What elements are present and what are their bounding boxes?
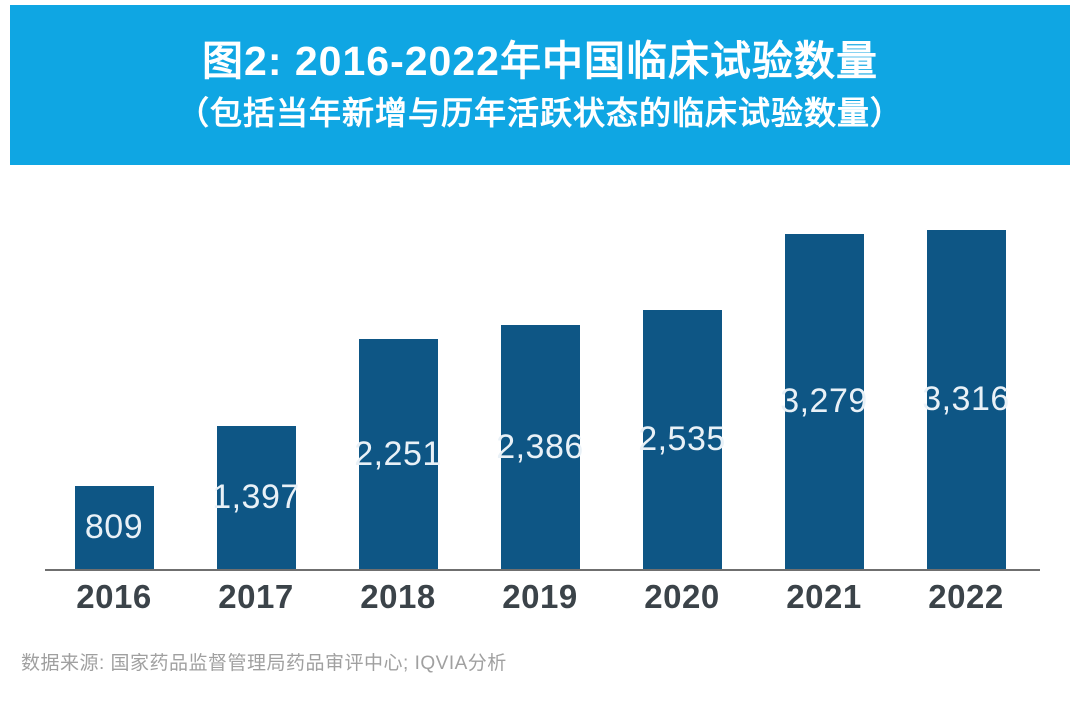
x-axis-tick-label: 2016: [76, 578, 152, 615]
bar-value-label: 2,251: [354, 434, 442, 473]
bar-value-label: 3,279: [780, 382, 868, 420]
chart-title-banner: 图2: 2016-2022年中国临床试验数量 （包括当年新增与历年活跃状态的临床…: [10, 5, 1070, 165]
bar-2022: 3,316: [922, 230, 1009, 569]
x-axis-tick-label: 2019: [502, 578, 578, 615]
bar-2021: 3,279: [780, 234, 867, 569]
chart-title: 图2: 2016-2022年中国临床试验数量: [202, 37, 878, 84]
bar-2016: 809: [74, 486, 154, 569]
x-axis-tick-label: 2017: [218, 578, 294, 615]
bar-2018: 2,251: [354, 339, 441, 569]
bar-value-label: 2,535: [638, 420, 726, 458]
bar-value-label: 1,397: [212, 478, 300, 516]
x-axis-line: [45, 569, 1040, 571]
bar-2020: 2,535: [638, 310, 725, 569]
chart-subtitle: （包括当年新增与历年活跃状态的临床试验数量）: [176, 94, 903, 131]
bar-2017: 1,397: [212, 426, 299, 569]
x-axis-tick-label: 2018: [360, 578, 436, 615]
bar-2019: 2,386: [496, 325, 583, 569]
bar-value-label: 809: [84, 508, 144, 546]
bar-value-label: 3,316: [922, 380, 1010, 418]
x-axis-tick-label: 2020: [644, 578, 720, 615]
bar-value-label: 2,386: [496, 427, 584, 466]
x-axis-tick-label: 2021: [786, 578, 862, 615]
x-axis-tick-label: 2022: [928, 578, 1004, 615]
data-source-note: 数据来源: 国家药品监督管理局药品审评中心; IQVIA分析: [21, 653, 507, 674]
